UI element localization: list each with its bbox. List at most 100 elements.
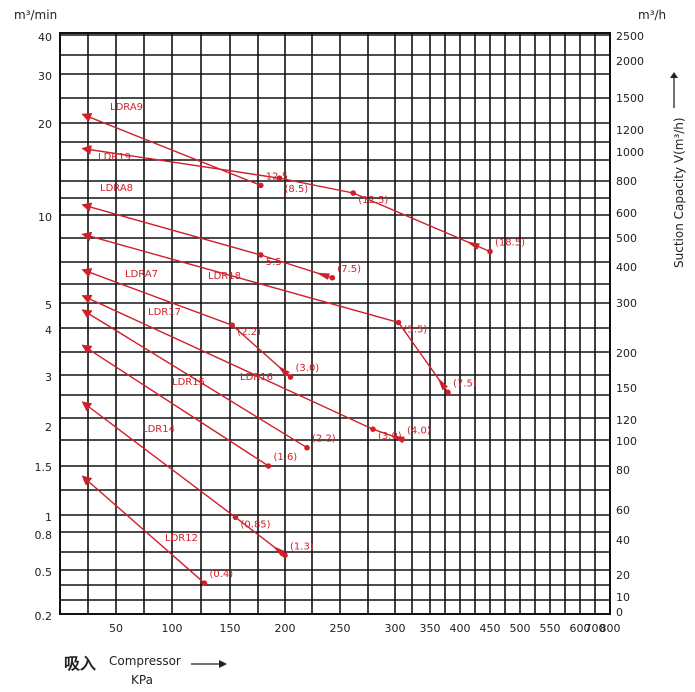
right-unit-label: m³/h	[638, 8, 667, 22]
chart-series: 12.5 LDRA9 (18.5) (12.5) (8.5) LDR19 (7.5) 5.5 L…	[81, 102, 525, 586]
series-name: LDRA7	[125, 269, 158, 280]
flow-arrow	[437, 377, 448, 391]
data-point	[258, 182, 264, 189]
series-name: LDR18	[208, 271, 241, 282]
series-name: LDRA8	[100, 183, 133, 194]
flow-arrow	[316, 272, 330, 280]
x-tick-label: 400	[450, 622, 471, 635]
y-right-tick-label: 60	[616, 504, 630, 517]
data-label: (5.5)	[404, 325, 428, 336]
data-label: (4.0)	[407, 425, 431, 436]
y-right-tick-label: 800	[616, 175, 637, 188]
y-right-tick-label: 0	[616, 606, 623, 619]
x-tick-label: 550	[540, 622, 561, 635]
y-right-tick-label: 150	[616, 382, 637, 395]
y-right-tick-label: 1000	[616, 146, 644, 159]
y-left-tick-label: 2	[45, 421, 52, 434]
x-tick-label: 150	[220, 622, 241, 635]
series-line	[81, 344, 269, 467]
data-point	[287, 374, 294, 380]
series-name: LDR12	[165, 533, 198, 544]
data-label: (1.6)	[274, 452, 298, 463]
data-point	[445, 389, 451, 396]
flow-arrow	[466, 241, 480, 250]
x-tick-label: 800	[600, 622, 621, 635]
y-left-tick-label: 10	[38, 211, 52, 224]
y-left-tick-label: 1	[45, 511, 52, 524]
series-name: LDR17	[148, 307, 181, 318]
flow-arrow	[272, 545, 286, 557]
data-label: (8.5)	[285, 184, 309, 195]
arrow-right-icon	[191, 660, 227, 668]
y-right-tick-label: 200	[616, 347, 637, 360]
y-left-tick-label: 0.2	[35, 610, 53, 623]
data-point	[329, 274, 336, 281]
data-point	[258, 252, 264, 258]
x-tick-label: 600	[570, 622, 591, 635]
right-axis-title: Suction Capacity V(m³/h)	[672, 117, 686, 268]
y-right-tick-label: 500	[616, 232, 637, 245]
x-tick-label: 100	[162, 622, 183, 635]
data-label: 12.5	[266, 171, 288, 182]
series-name: LDR16	[240, 372, 273, 383]
y-right-tick-label: 10	[616, 591, 630, 604]
data-label: (3.0)	[296, 363, 320, 374]
series-line	[81, 144, 491, 253]
x-axis-unit: KPa	[131, 673, 153, 687]
y-right-tick-label: 1500	[616, 92, 644, 105]
x-tick-label: 250	[330, 622, 351, 635]
arrow-up-icon	[670, 72, 678, 108]
plot-frame	[59, 32, 611, 615]
data-label: (1.3)	[290, 541, 314, 552]
y-right-tick-label: 400	[616, 261, 637, 274]
data-label: (3.0)	[378, 431, 402, 442]
y-left-tick-label: 4	[45, 324, 52, 337]
y-right-tick-label: 40	[616, 534, 630, 547]
y-right-tick-label: 100	[616, 435, 637, 448]
y-left-tick-label: 0.8	[35, 529, 53, 542]
y-left-tick-label: 5	[45, 299, 52, 312]
x-tick-label: 500	[510, 622, 531, 635]
series-line	[81, 113, 262, 187]
x-tick-label: 350	[420, 622, 441, 635]
x-tick-label: 700	[585, 622, 606, 635]
data-point	[229, 322, 235, 329]
data-point	[282, 552, 288, 559]
x-tick-label: 300	[385, 622, 406, 635]
y-left-tick-label: 40	[38, 31, 52, 44]
data-point	[395, 319, 402, 326]
data-label: (12.5)	[358, 195, 388, 206]
data-label: 5.5	[266, 257, 282, 268]
y-right-tick-label: 600	[616, 207, 637, 220]
left-unit-label: m³/min	[14, 8, 58, 22]
y-right-tick-label: 2500	[616, 30, 644, 43]
chart-grid	[59, 32, 611, 615]
data-point	[350, 190, 357, 196]
data-label: (18.5)	[495, 238, 525, 249]
data-label: (7.5)	[337, 264, 361, 275]
flow-arrow	[277, 365, 290, 377]
data-label: (2.2)	[312, 434, 336, 445]
y-right-tick-label: 2000	[616, 55, 644, 68]
data-point	[276, 175, 283, 181]
y-right-tick-label: 1200	[616, 124, 644, 137]
series-line	[81, 475, 205, 584]
data-point	[265, 463, 272, 469]
y-left-tick-label: 20	[38, 118, 52, 131]
x-tick-label: 50	[109, 622, 123, 635]
series-name: LDR19	[98, 152, 131, 163]
series-line	[81, 309, 308, 449]
data-point	[232, 514, 239, 521]
series-line	[81, 268, 291, 378]
data-label: (0.4)	[209, 569, 233, 580]
y-left-tick-label: 3	[45, 371, 52, 384]
data-point	[201, 580, 208, 586]
series-name: LDRA9	[110, 102, 143, 113]
y-left-tick-label: 0.5	[35, 566, 53, 579]
chart-ticks: 50 100 150 200 250 300 350 400 450 500 550 60070080…	[35, 30, 645, 635]
series-name: LDR15	[172, 377, 205, 388]
x-axis-title-cn: 吸入	[64, 654, 97, 673]
x-tick-label: 200	[275, 622, 296, 635]
y-right-tick-label: 20	[616, 569, 630, 582]
